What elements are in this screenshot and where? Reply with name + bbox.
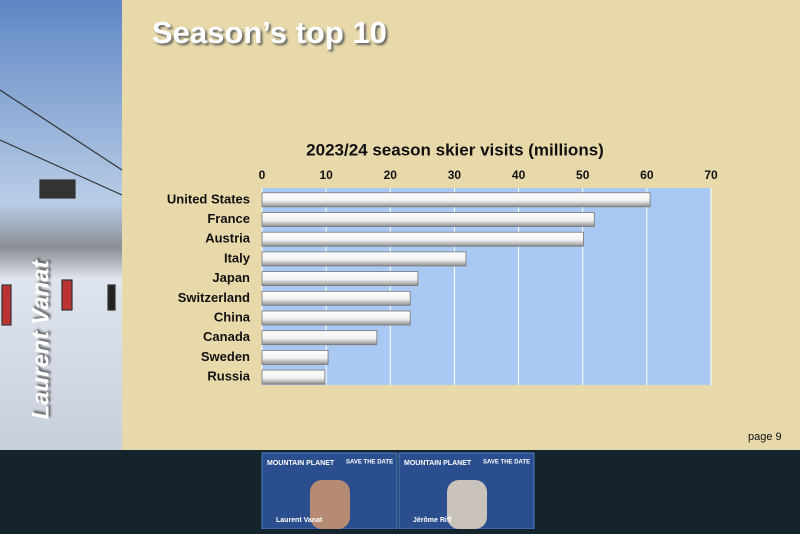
- y-tick-label: Sweden: [201, 349, 250, 364]
- bar: [261, 290, 411, 306]
- x-tick-label: 50: [576, 168, 590, 182]
- bar: [261, 192, 651, 208]
- y-tick-label: Switzerland: [178, 290, 250, 305]
- chart-title: 2023/24 season skier visits (millions): [306, 140, 604, 159]
- y-tick-label: France: [207, 211, 250, 226]
- participant-name: Laurent Vanat: [276, 517, 323, 524]
- banner: SAVE THE DATE: [346, 460, 393, 466]
- bar: [261, 369, 326, 385]
- author: Laurent Vanat: [27, 259, 54, 419]
- y-tick-label: Canada: [203, 329, 251, 344]
- y-tick-label: Italy: [224, 250, 251, 265]
- participant-name: Jérôme Riff: [413, 517, 452, 524]
- bar: [261, 231, 584, 247]
- banner: SAVE THE DATE: [483, 460, 530, 466]
- photo: [0, 0, 122, 450]
- x-tick-label: 70: [704, 168, 718, 182]
- x-tick-label: 30: [448, 168, 462, 182]
- y-tick-label: China: [214, 309, 251, 324]
- x-tick-label: 10: [319, 168, 333, 182]
- bar: [261, 251, 467, 267]
- y-tick-label: United States: [167, 191, 250, 206]
- participant: [310, 480, 350, 529]
- slide-title: Season’s top 10: [152, 15, 387, 50]
- brand: MOUNTAIN PLANET: [404, 460, 472, 467]
- photo-details: [0, 89, 123, 326]
- chart: 0 10 20 30 40 50 60 70 United States France Austri…: [167, 168, 718, 385]
- bar: [261, 212, 595, 227]
- bar: [261, 310, 411, 326]
- y-tick-label: Japan: [212, 270, 250, 285]
- brand: MOUNTAIN PLANET: [267, 460, 335, 467]
- x-tick-label: 20: [384, 168, 398, 182]
- page-number: page 9: [748, 431, 782, 443]
- participant: [447, 480, 487, 529]
- y-tick-label: Austria: [205, 231, 251, 246]
- x-tick-label: 60: [640, 168, 654, 182]
- x-tick-label: 0: [259, 168, 266, 182]
- x-tick-label: 40: [512, 168, 526, 182]
- bar: [261, 271, 419, 287]
- bar: [261, 330, 378, 346]
- video-tiles: MOUNTAIN PLANET SAVE THE DATE Laurent Vana…: [261, 452, 535, 530]
- y-tick-label: Russia: [207, 369, 250, 384]
- bar: [261, 350, 329, 365]
